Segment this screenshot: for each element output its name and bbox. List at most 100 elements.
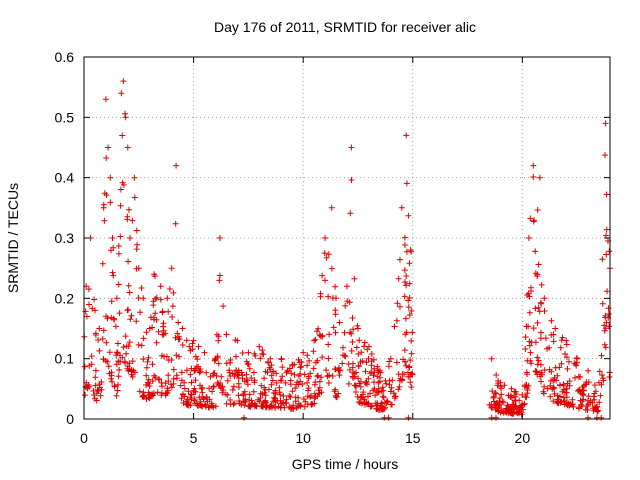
data-point [279, 400, 286, 407]
data-point [259, 391, 266, 398]
data-point [308, 401, 315, 407]
data-point [319, 332, 326, 339]
data-point [186, 343, 193, 350]
data-point [376, 374, 383, 381]
data-point [165, 372, 172, 379]
data-point [260, 399, 267, 406]
data-point [353, 344, 360, 351]
data-point [158, 390, 165, 396]
data-point [262, 398, 269, 405]
data-point [566, 401, 573, 408]
data-point [173, 352, 180, 359]
data-point [351, 275, 358, 282]
data-point [108, 298, 115, 305]
data-point [86, 362, 93, 369]
data-point [386, 381, 393, 388]
data-point [370, 356, 377, 363]
data-point [248, 375, 255, 381]
data-point [216, 272, 223, 279]
data-point [598, 352, 605, 359]
data-point [251, 400, 258, 407]
data-point [373, 388, 380, 395]
data-point [578, 401, 585, 408]
data-point [168, 265, 175, 272]
data-point [126, 360, 133, 367]
data-point [348, 347, 355, 354]
data-point [406, 312, 413, 318]
data-point [117, 202, 124, 209]
data-point [554, 392, 561, 399]
data-point [599, 256, 606, 263]
data-point [300, 396, 307, 402]
data-point [189, 340, 196, 347]
data-point [156, 376, 163, 383]
data-point [519, 391, 526, 398]
data-point [403, 180, 410, 187]
data-point [402, 315, 409, 322]
data-point [503, 405, 510, 412]
data-point [322, 277, 328, 284]
data-point [256, 398, 263, 405]
data-point [122, 333, 129, 340]
data-point [165, 308, 172, 315]
data-point [335, 367, 342, 374]
data-point [552, 364, 559, 371]
data-point [127, 316, 134, 323]
data-point [351, 370, 358, 377]
data-point [563, 385, 570, 392]
data-point [114, 387, 121, 394]
data-point [178, 369, 185, 376]
data-point [109, 235, 116, 241]
data-point [129, 358, 136, 365]
data-point [215, 333, 222, 340]
data-point [591, 390, 598, 397]
data-point [310, 365, 317, 372]
data-point [133, 318, 140, 325]
data-point [181, 385, 188, 392]
data-point [279, 364, 286, 371]
data-point [559, 334, 566, 341]
data-point [119, 132, 126, 139]
data-point [496, 398, 503, 405]
data-point [180, 391, 186, 397]
data-point [166, 286, 173, 292]
data-point [201, 349, 208, 356]
data-point [495, 404, 502, 411]
data-point [372, 392, 379, 399]
data-point [106, 349, 113, 356]
data-point [602, 152, 608, 159]
data-point [319, 354, 326, 361]
data-point [365, 375, 372, 382]
data-point [268, 381, 275, 388]
data-point [184, 396, 191, 403]
data-point [362, 380, 369, 386]
data-point [365, 343, 372, 350]
data-point [533, 368, 540, 375]
data-point [349, 339, 356, 345]
data-point [380, 406, 387, 413]
data-point [497, 379, 504, 386]
data-point [169, 303, 176, 310]
data-point [227, 359, 234, 366]
data-point [165, 357, 172, 364]
data-point [580, 391, 586, 398]
data-point [125, 306, 132, 313]
data-point [176, 333, 182, 340]
data-point [143, 329, 150, 336]
data-point [367, 403, 374, 410]
chart-title: Day 176 of 2011, SRMTID for receiver ali… [214, 19, 476, 35]
data-point [173, 162, 180, 169]
y-tick-label: 0.6 [55, 49, 75, 65]
data-point [283, 369, 290, 376]
data-point [143, 364, 150, 371]
data-point [314, 373, 321, 380]
data-point [402, 279, 408, 285]
data-point [187, 347, 194, 354]
data-point [525, 235, 532, 241]
data-point [208, 400, 215, 407]
data-point [402, 358, 409, 365]
data-point [264, 402, 271, 409]
data-point [178, 395, 185, 402]
data-point [368, 351, 375, 357]
data-point [177, 382, 184, 389]
